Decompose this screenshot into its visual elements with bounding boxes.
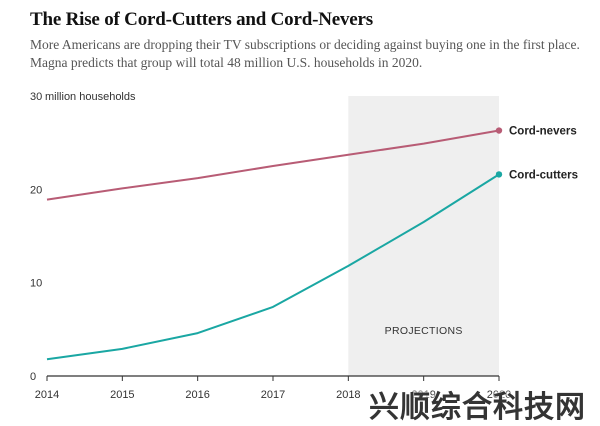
series-label-cord-nevers: Cord-nevers [509,126,577,138]
x-tick-label: 2018 [336,389,360,401]
x-tick-label: 2020 [487,389,511,401]
chart-subtitle: More Americans are dropping their TV sub… [30,37,580,70]
series-layer: Cord-nevers Cord-cutters [46,126,578,361]
x-tick-label: 2019 [411,389,435,401]
series-label-cord-cutters: Cord-cutters [509,169,578,181]
x-tick-label: 2017 [261,389,285,401]
x-axis: 2014 2015 2016 2017 2018 2019 2020 [35,376,511,401]
y-tick-label: 0 [30,371,36,383]
projection-label: PROJECTIONS [385,325,463,337]
y-tick-label: 30 [30,91,42,103]
series-line-cord-cutters [46,173,500,361]
chart-title: The Rise of Cord-Cutters and Cord-Nevers [30,9,373,30]
x-tick-label: 2015 [110,389,134,401]
x-tick-label: 2014 [35,389,59,401]
x-tick-label: 2016 [185,389,209,401]
watermark: 兴顺综合科技网 [369,390,586,425]
series-endpoint-cord-nevers [495,127,503,134]
series-endpoint-cord-cutters [495,171,503,178]
y-tick-label: 20 [30,184,42,196]
series-line-cord-nevers [46,129,500,201]
y-tick-label: 10 [30,278,42,290]
y-axis: 0 10 20 30 [30,91,42,383]
y-axis-label: million households [45,91,136,103]
